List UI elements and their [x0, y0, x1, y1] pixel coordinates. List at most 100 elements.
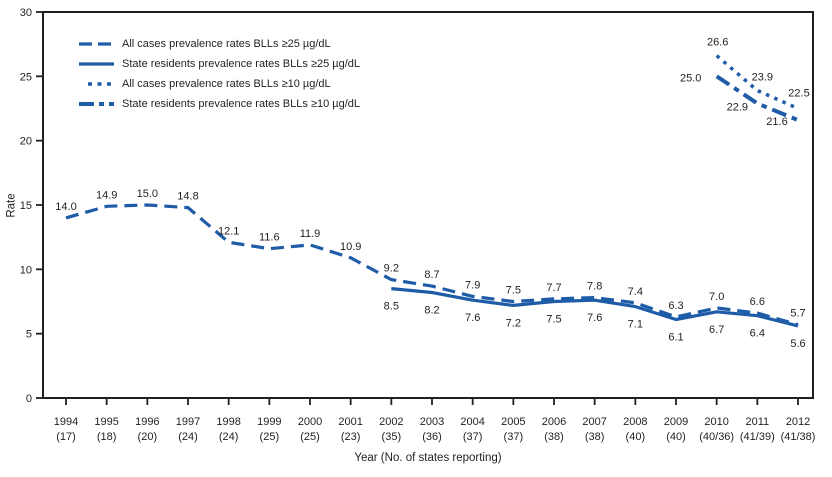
x-tick-states-label: (37) [504, 431, 524, 443]
x-tick-year-label: 2011 [746, 416, 770, 428]
data-point-label: 6.6 [750, 296, 765, 308]
data-point-label: 5.7 [790, 308, 805, 320]
x-tick-states-label: (37) [463, 431, 483, 443]
series-line-dotted [715, 54, 799, 111]
data-point-label: 6.7 [709, 324, 724, 336]
legend-item-state-residents-10: State residents prevalence rates BLLs ≥1… [78, 94, 360, 114]
data-point-label: 23.9 [752, 72, 773, 84]
data-point-label: 7.7 [546, 282, 561, 294]
y-tick-label: 25 [20, 71, 32, 83]
data-point-label: 7.9 [465, 279, 480, 291]
y-tick-label: 15 [20, 200, 32, 212]
x-tick-year-label: 2005 [501, 416, 525, 428]
x-tick-year-label: 1999 [257, 416, 281, 428]
x-tick-states-label: (40) [666, 431, 686, 443]
y-axis-title: Rate [5, 193, 18, 218]
data-point-label: 11.9 [300, 228, 321, 240]
data-point-label: 7.2 [506, 317, 521, 329]
legend-item-all-cases-25: All cases prevalence rates BLLs ≥25 µg/d… [78, 34, 360, 54]
data-point-label: 7.5 [546, 314, 561, 326]
data-point-label: 9.2 [384, 263, 399, 275]
dashdot-line-swatch-icon [79, 102, 114, 106]
series-line-dashed [65, 203, 799, 327]
y-tick-label: 30 [20, 7, 32, 19]
legend-label-all-cases-10: All cases prevalence rates BLLs ≥10 µg/d… [122, 77, 331, 90]
legend-label-all-cases-25: All cases prevalence rates BLLs ≥25 µg/d… [122, 37, 331, 50]
y-tick-label: 0 [26, 393, 32, 405]
x-tick-states-label: (23) [341, 431, 361, 443]
y-tick-label: 10 [20, 264, 32, 276]
data-point-label: 7.5 [506, 285, 521, 297]
data-point-label: 22.5 [788, 88, 809, 100]
x-tick-year-label: 2002 [379, 416, 403, 428]
solid-line-swatch-icon [79, 62, 114, 66]
data-point-label: 6.1 [668, 332, 683, 344]
x-tick-states-label: (18) [97, 431, 117, 443]
data-point-label: 7.1 [628, 319, 643, 331]
x-tick-year-label: 2009 [664, 416, 688, 428]
legend-label-state-residents-25: State residents prevalence rates BLLs ≥2… [122, 57, 361, 70]
dotted-line-swatch-icon [88, 82, 114, 86]
y-tick-label: 20 [20, 136, 32, 148]
x-tick-year-label: 1994 [54, 416, 78, 428]
x-tick-year-label: 1996 [135, 416, 159, 428]
x-tick-year-label: 1998 [216, 416, 240, 428]
x-tick-year-label: 2008 [623, 416, 647, 428]
x-tick-states-label: (41/38) [781, 431, 816, 443]
x-tick-states-label: (38) [585, 431, 605, 443]
data-point-label: 8.7 [424, 269, 439, 281]
x-tick-year-label: 1997 [176, 416, 200, 428]
data-point-label: 7.6 [465, 312, 480, 324]
x-tick-year-label: 2004 [460, 416, 484, 428]
series-line-dashdot [715, 74, 799, 122]
x-tick-states-label: (40/36) [699, 431, 734, 443]
data-point-label: 21.6 [766, 116, 787, 128]
legend-label-state-residents-10: State residents prevalence rates BLLs ≥1… [122, 97, 361, 110]
x-tick-states-label: (24) [219, 431, 239, 443]
x-tick-year-label: 1995 [94, 416, 118, 428]
chart-legend: All cases prevalence rates BLLs ≥25 µg/d… [78, 34, 360, 114]
x-tick-states-label: (36) [422, 431, 442, 443]
data-point-label: 8.2 [424, 305, 439, 317]
data-point-label: 6.3 [668, 300, 683, 312]
data-point-label: 7.4 [628, 286, 643, 298]
x-tick-year-label: 2003 [420, 416, 444, 428]
x-tick-year-label: 2007 [582, 416, 606, 428]
data-point-label: 11.6 [259, 232, 280, 244]
x-tick-year-label: 2001 [338, 416, 362, 428]
x-tick-year-label: 2006 [542, 416, 566, 428]
x-tick-states-label: (20) [138, 431, 158, 443]
x-axis-title: Year (No. of states reporting) [354, 452, 502, 464]
x-tick-year-label: 2010 [704, 416, 728, 428]
x-tick-year-label: 2000 [298, 416, 322, 428]
x-tick-states-label: (40) [626, 431, 646, 443]
x-tick-states-label: (35) [382, 431, 402, 443]
data-point-label: 7.0 [709, 291, 724, 303]
x-tick-states-label: (38) [544, 431, 564, 443]
x-tick-states-label: (25) [260, 431, 280, 443]
legend-item-state-residents-25: State residents prevalence rates BLLs ≥2… [78, 54, 360, 74]
dashed-line-swatch-icon [79, 42, 114, 46]
data-point-label: 26.6 [707, 37, 728, 49]
y-tick-label: 5 [26, 329, 32, 341]
data-point-label: 6.4 [750, 328, 765, 340]
x-tick-states-label: (24) [178, 431, 198, 443]
data-point-label: 12.1 [218, 225, 239, 237]
x-tick-states-label: (25) [300, 431, 320, 443]
data-point-label: 14.9 [96, 189, 117, 201]
data-point-label: 8.5 [384, 301, 399, 313]
legend-item-all-cases-10: All cases prevalence rates BLLs ≥10 µg/d… [78, 74, 360, 94]
data-point-label: 22.9 [727, 101, 748, 113]
data-point-label: 15.0 [137, 188, 158, 200]
data-point-label: 7.6 [587, 312, 602, 324]
series-line-solid [391, 287, 799, 328]
data-point-label: 14.8 [177, 191, 198, 203]
data-point-label: 14.0 [55, 201, 76, 213]
data-point-label: 10.9 [340, 241, 361, 253]
data-point-label: 5.6 [790, 338, 805, 350]
x-tick-states-label: (17) [56, 431, 76, 443]
data-point-label: 7.8 [587, 281, 602, 293]
data-point-label: 25.0 [680, 72, 701, 84]
